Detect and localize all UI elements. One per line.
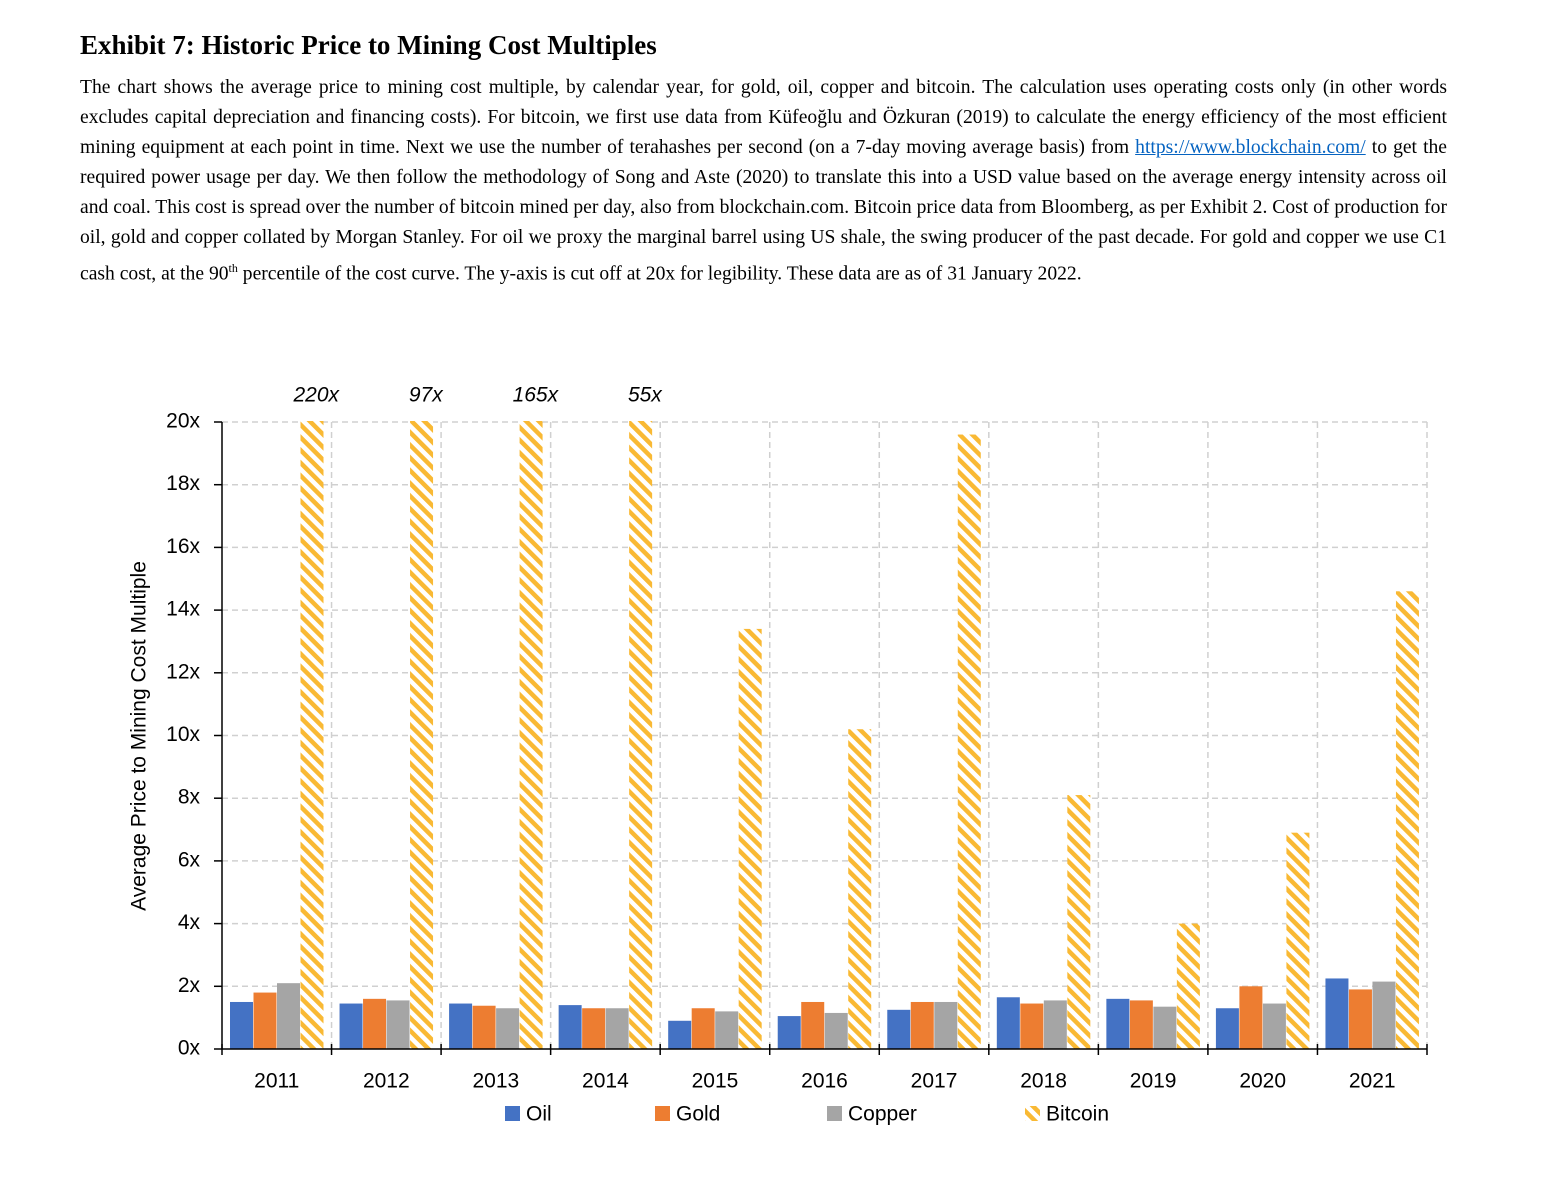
bar [777, 1016, 801, 1049]
value-label: 55x [628, 384, 663, 407]
legend-swatch [827, 1106, 842, 1121]
legend-label: Copper [848, 1103, 917, 1126]
value-label: 165x [513, 384, 560, 407]
y-tick-label: 12x [166, 660, 200, 683]
bar [824, 1012, 848, 1049]
y-tick-label: 14x [166, 598, 200, 621]
value-label: 97x [409, 384, 444, 407]
x-tick-label: 2021 [1349, 1070, 1396, 1093]
bar [1043, 1000, 1067, 1049]
legend-swatch [655, 1106, 670, 1121]
bar [887, 1009, 911, 1049]
description: The chart shows the average price to min… [80, 73, 1447, 290]
bar [848, 729, 872, 1049]
legend-label: Gold [676, 1103, 720, 1126]
bar [386, 1000, 410, 1049]
x-tick-label: 2019 [1130, 1070, 1177, 1093]
bar [410, 421, 434, 1049]
bar [519, 421, 543, 1049]
bar [558, 1005, 582, 1049]
value-label: 220x [292, 384, 340, 407]
bar [1262, 1003, 1286, 1049]
bar [1067, 795, 1091, 1049]
bar [472, 1005, 496, 1049]
bar [910, 1001, 934, 1049]
legend-swatch [505, 1106, 520, 1121]
bar [668, 1020, 692, 1049]
bar [1215, 1008, 1239, 1049]
legend-label: Oil [526, 1103, 552, 1126]
bar [230, 1001, 253, 1049]
bar [582, 1008, 606, 1049]
y-tick-label: 2x [178, 974, 201, 997]
y-axis-label: Average Price to Mining Cost Multiple [128, 561, 151, 911]
y-tick-label: 4x [178, 911, 201, 934]
bar [1325, 978, 1349, 1049]
y-tick-label: 20x [166, 410, 200, 433]
bar [934, 1001, 958, 1049]
legend-label: Bitcoin [1046, 1103, 1109, 1126]
x-tick-label: 2017 [911, 1070, 958, 1093]
text: percentile of the cost curve. The y-axis… [237, 263, 1082, 285]
bar [715, 1011, 739, 1049]
bar [1395, 591, 1419, 1049]
x-tick-label: 2016 [801, 1070, 848, 1093]
x-tick-label: 2015 [692, 1070, 739, 1093]
bar [1372, 981, 1396, 1049]
bar [363, 998, 387, 1049]
bar [1286, 832, 1310, 1049]
bar [300, 421, 324, 1049]
x-tick-label: 2020 [1239, 1070, 1286, 1093]
bar [801, 1001, 825, 1049]
y-tick-label: 8x [178, 786, 201, 809]
x-tick-label: 2012 [363, 1070, 410, 1093]
bar [253, 992, 277, 1049]
bar [629, 421, 653, 1049]
superscript: th [228, 261, 238, 275]
x-tick-label: 2013 [473, 1070, 520, 1093]
y-tick-label: 10x [166, 723, 200, 746]
text: to get the required power usage per day.… [80, 137, 1448, 285]
document: Exhibit 7: Historic Price to Mining Cost… [80, 30, 1447, 290]
bar [1176, 923, 1200, 1049]
bar [1129, 1000, 1153, 1049]
text: The chart shows the average price to min… [80, 77, 1447, 158]
legend-swatch [1025, 1106, 1040, 1121]
bar [996, 997, 1020, 1049]
bar [1106, 998, 1130, 1049]
bar [605, 1008, 629, 1049]
y-tick-label: 18x [166, 472, 200, 495]
y-tick-label: 6x [178, 848, 201, 871]
bar [691, 1008, 715, 1049]
x-tick-label: 2014 [582, 1070, 629, 1093]
title: Exhibit 7: Historic Price to Mining Cost… [80, 30, 657, 60]
link[interactable]: https://www.blockchain.com/ [1135, 137, 1366, 158]
y-tick-label: 16x [166, 535, 200, 558]
bar [1239, 986, 1263, 1049]
bar [738, 628, 762, 1049]
bar [449, 1003, 473, 1049]
x-tick-label: 2018 [1020, 1070, 1067, 1093]
bar [1153, 1006, 1177, 1049]
bar [339, 1003, 363, 1049]
bar [1020, 1003, 1044, 1049]
x-tick-label: 2011 [254, 1070, 299, 1093]
bar [277, 983, 300, 1049]
bar [496, 1008, 520, 1049]
plot-area [230, 421, 1419, 1049]
bar [1348, 989, 1372, 1049]
y-tick-label: 0x [178, 1037, 201, 1060]
bar [957, 434, 981, 1049]
